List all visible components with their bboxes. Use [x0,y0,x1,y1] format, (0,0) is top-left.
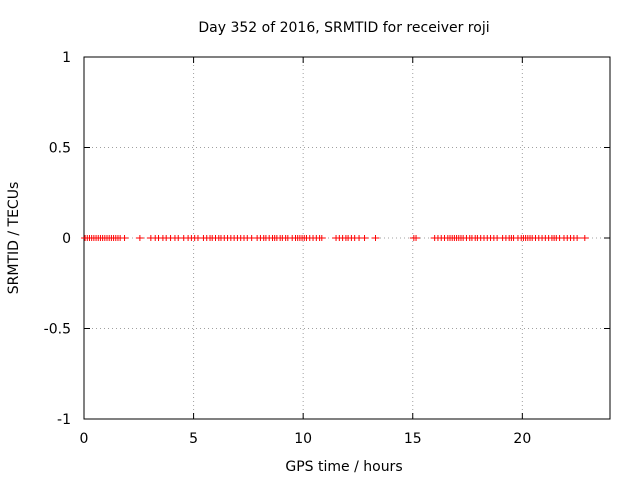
x-tick-label: 20 [513,431,531,447]
data-point [573,235,582,241]
y-tick-label: -1 [57,412,71,428]
x-axis-title: GPS time / hours [285,459,402,475]
x-tick-label: 5 [189,431,198,447]
data-series-srmtid [81,235,589,241]
data-point [360,235,369,241]
x-axis: 0 5 10 15 20 [80,57,531,447]
y-tick-label: -0.5 [44,322,71,338]
y-tick-label: 0.5 [49,141,71,157]
data-point [371,235,380,241]
y-axis-title: SRMTID / TECUs [6,182,22,295]
x-tick-label: 10 [294,431,312,447]
data-point [412,235,421,241]
data-point [317,235,326,241]
y-axis: 1 0.5 0 -0.5 -1 [44,50,610,428]
x-tick-label: 0 [80,431,89,447]
y-tick-label: 1 [62,50,71,66]
data-point [120,235,129,241]
data-point [135,235,144,241]
x-tick-label: 15 [404,431,422,447]
y-tick-label: 0 [62,231,71,247]
data-point [580,235,589,241]
chart-title: Day 352 of 2016, SRMTID for receiver roj… [198,20,489,36]
